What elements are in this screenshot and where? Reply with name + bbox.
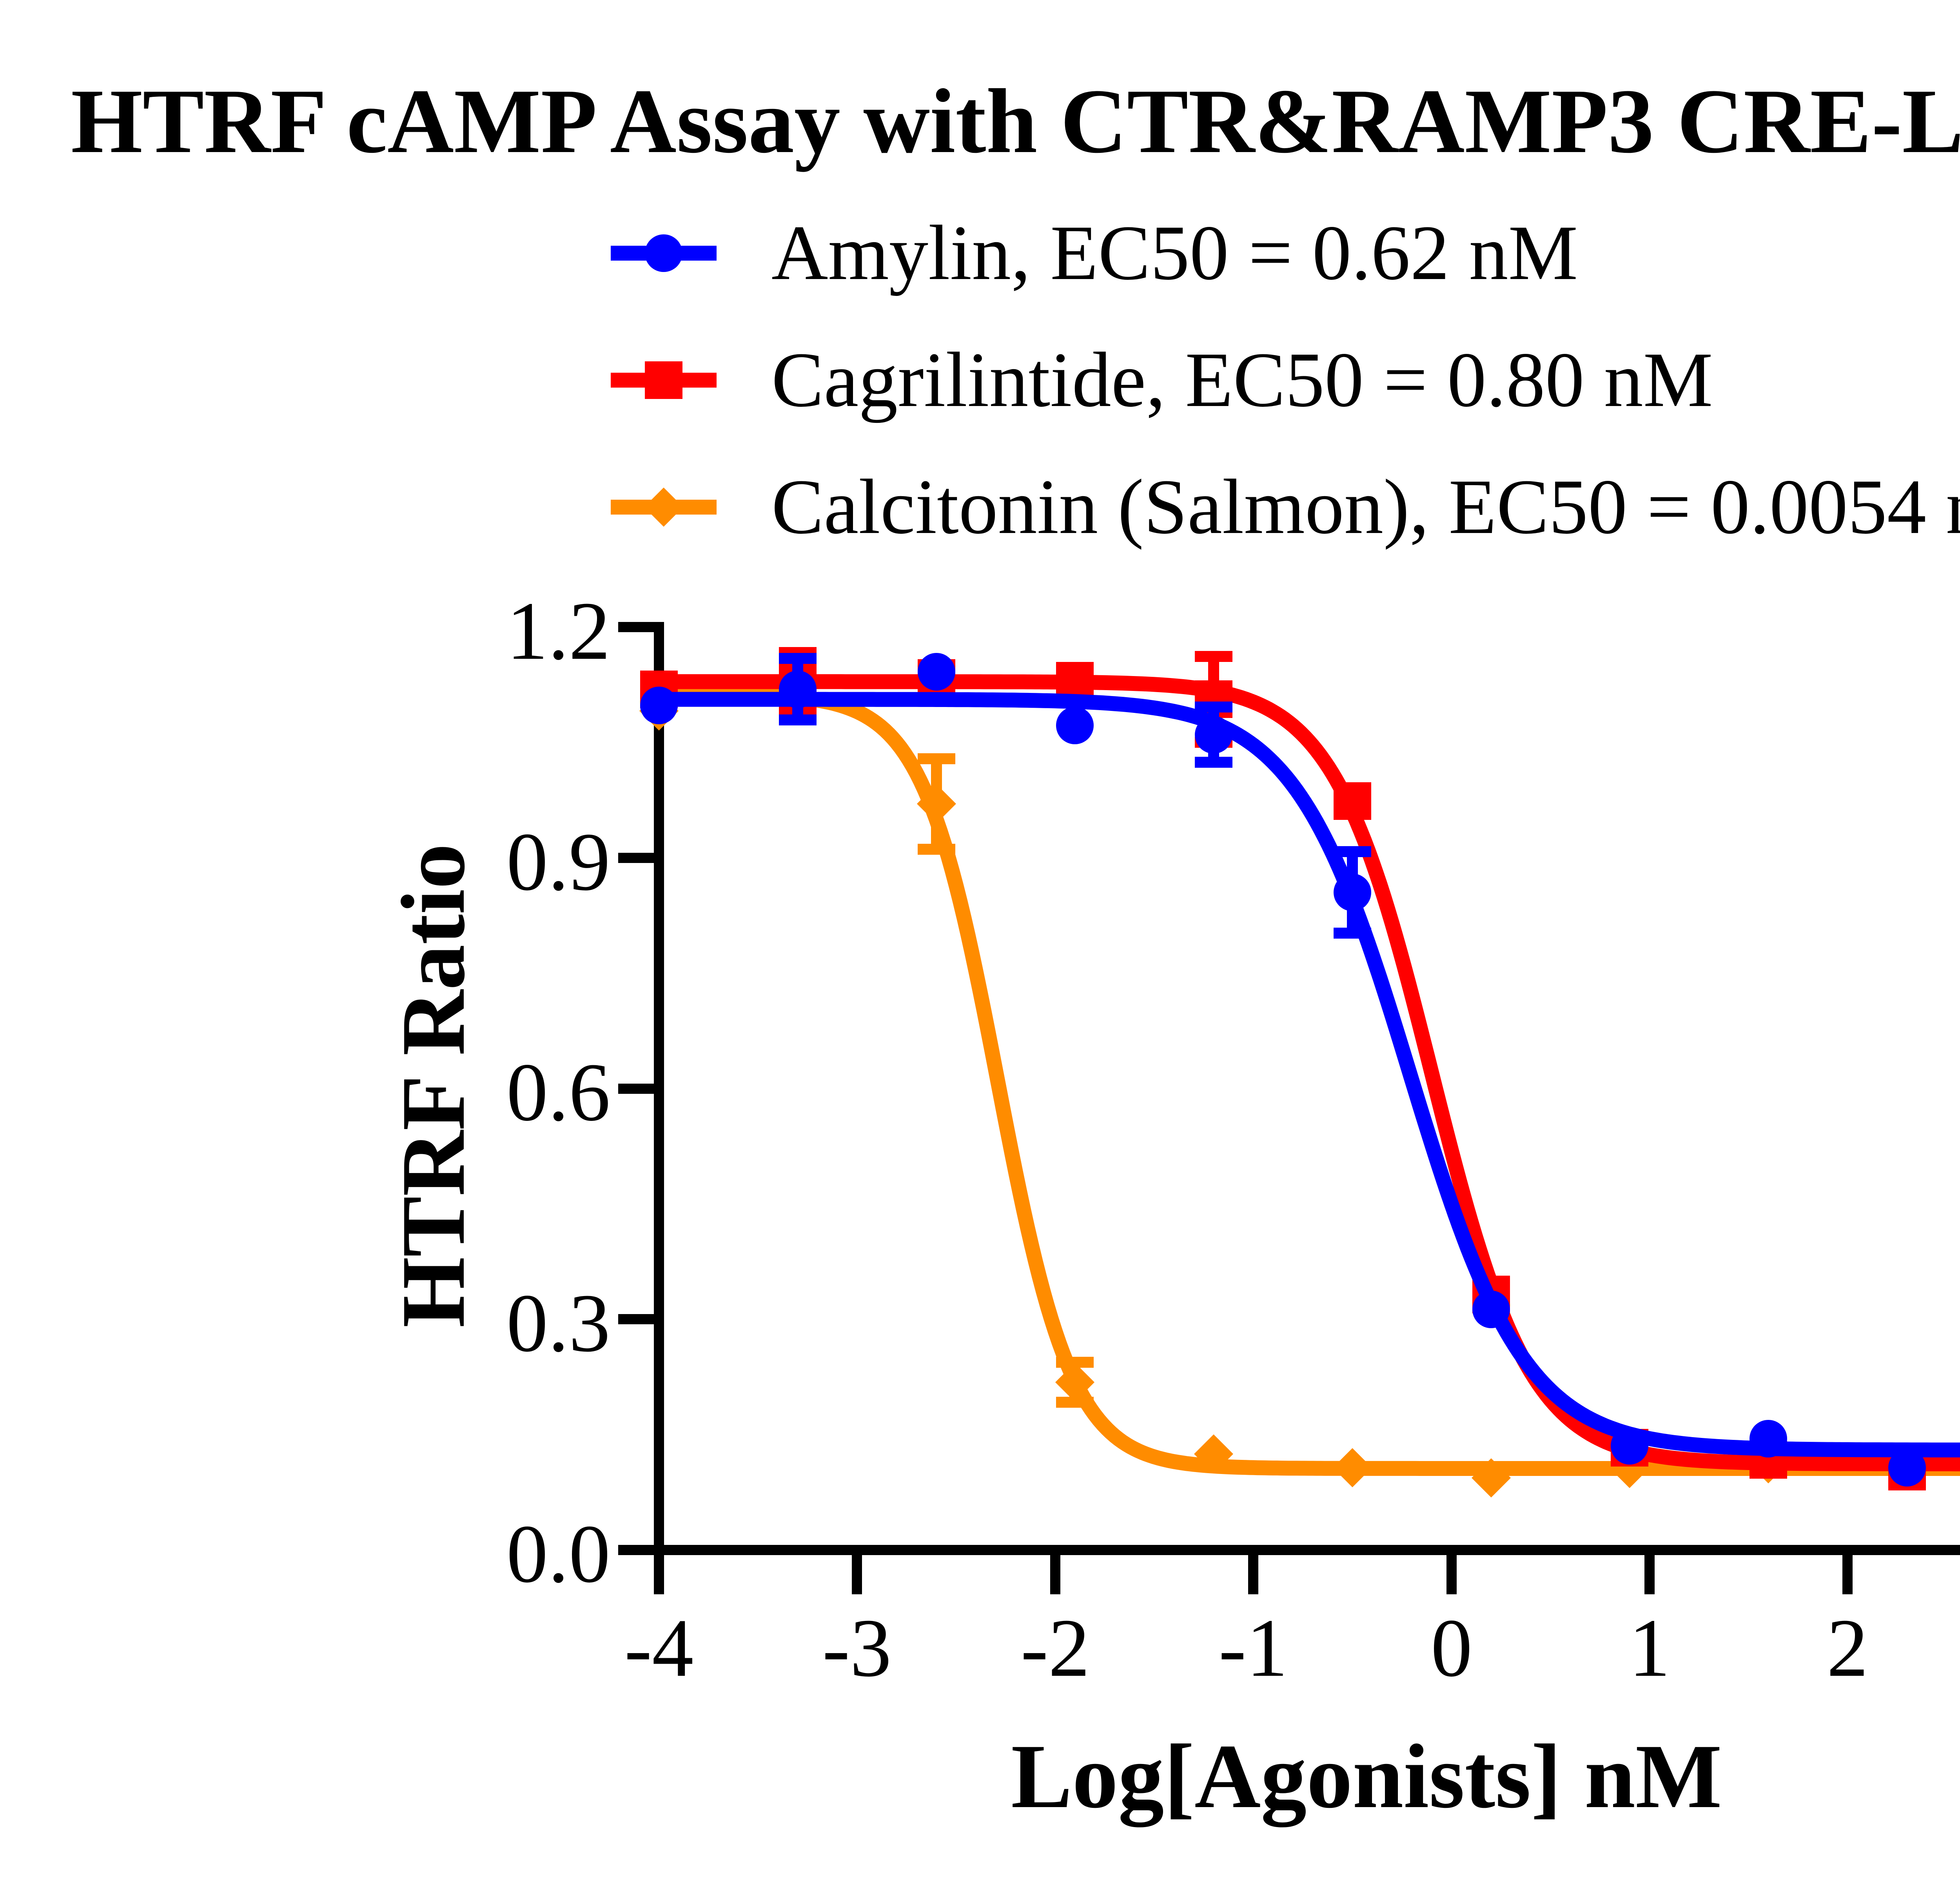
- svg-text:HTRF cAMP Assay with CTR&RAMP3: HTRF cAMP Assay with CTR&RAMP3 CRE-Luc C…: [71, 70, 1960, 172]
- svg-text:-2: -2: [1021, 1602, 1090, 1694]
- svg-text:-4: -4: [624, 1602, 694, 1694]
- svg-text:Cagrilintide, EC50 = 0.80 nM: Cagrilintide, EC50 = 0.80 nM: [771, 337, 1713, 423]
- svg-text:HTRF Ratio: HTRF Ratio: [383, 843, 484, 1327]
- svg-text:0.0: 0.0: [506, 1508, 610, 1600]
- svg-text:-1: -1: [1219, 1602, 1288, 1694]
- svg-text:0.9: 0.9: [506, 816, 610, 908]
- svg-text:Log[Agonists] nM: Log[Agonists] nM: [1011, 1725, 1722, 1827]
- svg-text:Amylin, EC50 = 0.62 nM: Amylin, EC50 = 0.62 nM: [771, 210, 1578, 296]
- svg-text:1.2: 1.2: [506, 585, 610, 677]
- svg-text:0.3: 0.3: [506, 1277, 610, 1369]
- svg-text:Calcitonin (Salmon), EC50 = 0.: Calcitonin (Salmon), EC50 = 0.0054 nM: [771, 464, 1960, 550]
- svg-text:0: 0: [1431, 1602, 1472, 1694]
- svg-text:0.6: 0.6: [506, 1046, 610, 1138]
- svg-text:1: 1: [1629, 1602, 1670, 1694]
- svg-text:-3: -3: [822, 1602, 892, 1694]
- svg-text:2: 2: [1827, 1602, 1868, 1694]
